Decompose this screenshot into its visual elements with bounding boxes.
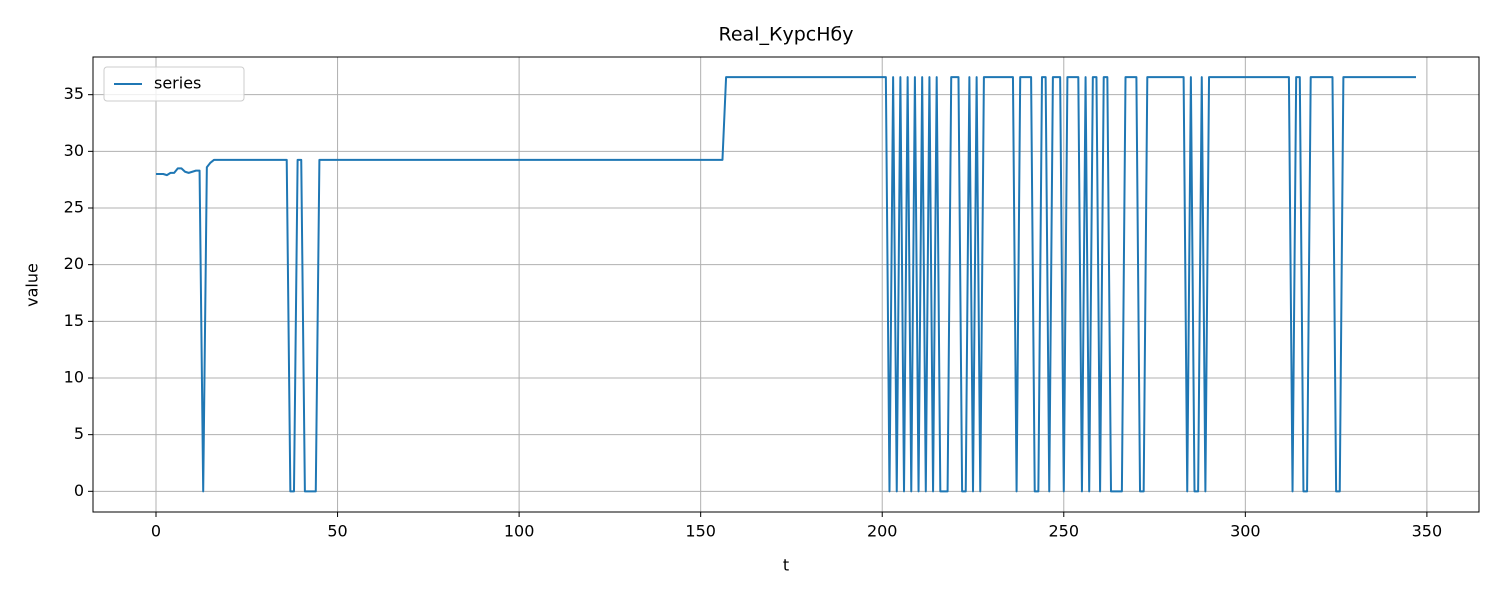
y-tick-label: 10: [64, 367, 84, 386]
chart-title: Real_КурсНбу: [719, 24, 854, 46]
y-tick-label: 5: [74, 424, 84, 443]
x-tick-label: 250: [1049, 522, 1080, 541]
y-tick-label: 35: [64, 84, 84, 103]
x-tick-label: 350: [1412, 522, 1443, 541]
x-tick-label: 50: [327, 522, 347, 541]
x-tick-label: 300: [1230, 522, 1261, 541]
y-tick-label: 15: [64, 311, 84, 330]
y-tick-label: 0: [74, 481, 84, 500]
x-tick-label: 0: [151, 522, 161, 541]
y-tick-label: 20: [64, 254, 84, 273]
plot-frame: [92, 56, 1480, 513]
x-tick-label: 200: [867, 522, 898, 541]
x-tick-label: 150: [685, 522, 716, 541]
x-axis-label: t: [783, 556, 789, 575]
x-tick-label: 100: [504, 522, 535, 541]
y-tick-label: 30: [64, 141, 84, 160]
series-line: [156, 76, 1416, 493]
legend-label: series: [154, 74, 201, 93]
y-tick-label: 25: [64, 198, 84, 217]
y-axis-label: value: [23, 263, 42, 307]
legend-box: [103, 66, 245, 102]
